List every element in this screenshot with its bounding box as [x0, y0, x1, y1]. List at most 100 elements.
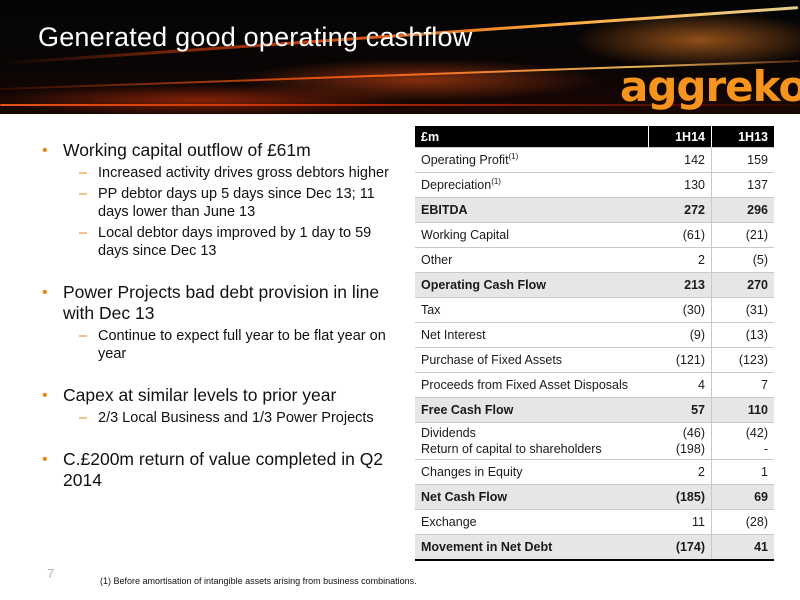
sub-bullet-point: 2/3 Local Business and 1/3 Power Project… [42, 409, 402, 427]
table-row: Working Capital (61) (21) [415, 222, 774, 248]
row-label: Proceeds from Fixed Asset Disposals [421, 378, 629, 392]
value-1h13: 41 [754, 540, 768, 554]
row-label: Dividends [421, 426, 476, 440]
value-1h14: 4 [698, 378, 705, 392]
cell-1h13: (123) [711, 347, 774, 373]
cell-1h14: 272 [648, 197, 712, 223]
label-cell: Depreciation(1) [415, 172, 649, 198]
bullet-point: Power Projects bad debt provision in lin… [42, 282, 402, 324]
bullet-list: Working capital outflow of £61m Increased… [42, 140, 402, 491]
label-cell: Other [415, 247, 649, 273]
value-1h13: (42) [745, 426, 768, 440]
cell-1h14: 57 [648, 397, 712, 423]
cell-1h14: 4 [648, 372, 712, 398]
cell-1h14: 213 [648, 272, 712, 298]
label-cell: Net Interest [415, 322, 649, 348]
value-1h14: (30) [682, 303, 705, 317]
bullet-point: Capex at similar levels to prior year [42, 385, 402, 406]
table-row: Exchange 11 (28) [415, 509, 774, 535]
value-1h13: 69 [754, 490, 768, 504]
label-cell: Proceeds from Fixed Asset Disposals [415, 372, 649, 398]
value-1h13: 1 [761, 465, 768, 479]
cell-1h13: 159 [711, 147, 774, 173]
cell-1h13: 110 [711, 397, 774, 423]
label-cell: Operating Cash Flow [415, 272, 649, 298]
cashflow-table: £m 1H14 1H13 Operating Profit(1) 142 159 Depre… [415, 126, 774, 561]
label-cell: Working Capital [415, 222, 649, 248]
cell-1h14: 11 [648, 509, 712, 535]
cell-1h13: 7 [711, 372, 774, 398]
value-1h13: 7 [761, 378, 768, 392]
row-label: Depreciation [421, 178, 492, 193]
row-label: Operating Profit [421, 153, 509, 168]
value-1h13: 137 [747, 178, 768, 192]
value-1h14: (9) [689, 328, 705, 342]
cell-1h14: (30) [648, 297, 712, 323]
cell-1h14: (121) [648, 347, 712, 373]
value-1h14: (46) [682, 426, 705, 440]
table-row: Tax (30) (31) [415, 297, 774, 323]
footnote: (1) Before amortisation of intangible as… [100, 576, 417, 586]
table-row: Changes in Equity 2 1 [415, 459, 774, 485]
cell-1h14: (9) [648, 322, 712, 348]
cell-1h14: (174) [648, 534, 712, 561]
header-col-1h14: 1H14 [648, 126, 712, 148]
sub-bullet-point: Continue to expect full year to be flat … [42, 327, 402, 363]
label-cell: EBITDA [415, 197, 649, 223]
value-1h13: 270 [747, 278, 768, 292]
cell-1h14: 2 [648, 247, 712, 273]
table-row: Operating Cash Flow 213 270 [415, 272, 774, 298]
cell-1h13: (5) [711, 247, 774, 273]
value-1h13: (5) [752, 253, 768, 267]
cell-1h13: (31) [711, 297, 774, 323]
label-cell: Operating Profit(1) [415, 147, 649, 173]
row-label: Return of capital to shareholders [421, 442, 602, 456]
page-number: 7 [47, 566, 55, 581]
label-cell: Tax [415, 297, 649, 323]
label-cell: Movement in Net Debt [415, 534, 649, 561]
value-1h14: (198) [675, 442, 705, 456]
value-1h14: 213 [684, 278, 705, 292]
row-label: EBITDA [421, 203, 468, 217]
label-cell: Free Cash Flow [415, 397, 649, 423]
value-1h14: 2 [698, 465, 705, 479]
row-label: Free Cash Flow [421, 403, 514, 417]
value-1h14: 272 [684, 203, 705, 217]
value-1h13: (13) [745, 328, 768, 342]
row-label: Operating Cash Flow [421, 278, 547, 292]
value-1h13: (123) [738, 353, 768, 367]
cell-1h14: (185) [648, 484, 712, 510]
value-1h13: 296 [747, 203, 768, 217]
cell-1h14: 130 [648, 172, 712, 198]
cell-1h13: 69 [711, 484, 774, 510]
table-row: Operating Profit(1) 142 159 [415, 147, 774, 173]
row-label: Movement in Net Debt [421, 540, 553, 554]
value-1h13: 159 [747, 153, 768, 167]
table-row: Free Cash Flow 57 110 [415, 397, 774, 423]
row-label: Net Cash Flow [421, 490, 508, 504]
label-cell: Exchange [415, 509, 649, 535]
table-row: Dividends Return of capital to shareholde… [415, 422, 774, 460]
row-label: Net Interest [421, 328, 486, 342]
value-1h13: 110 [747, 403, 768, 417]
row-label: Purchase of Fixed Assets [421, 353, 563, 367]
cell-1h14: 142 [648, 147, 712, 173]
header-label: £m [415, 126, 649, 148]
cell-1h13: 270 [711, 272, 774, 298]
value-1h14: (121) [675, 353, 705, 367]
table-row: Movement in Net Debt (174) 41 [415, 534, 774, 561]
table-row: Depreciation(1) 130 137 [415, 172, 774, 198]
value-1h13: (31) [745, 303, 768, 317]
title-banner: Generated good operating cashflow [0, 0, 800, 114]
value-1h13: - [763, 442, 768, 456]
value-1h14: 2 [698, 253, 705, 267]
cell-1h13: 137 [711, 172, 774, 198]
cell-1h13: 296 [711, 197, 774, 223]
row-label: Changes in Equity [421, 465, 523, 479]
value-1h14: 57 [691, 403, 705, 417]
sub-bullet-point: PP debtor days up 5 days since Dec 13; 1… [42, 185, 402, 221]
aggreko-logo: aggreko [620, 62, 800, 111]
header-col-1h13: 1H13 [711, 126, 774, 148]
value-1h14: 130 [684, 178, 705, 192]
sub-bullet-point: Local debtor days improved by 1 day to 5… [42, 224, 402, 260]
